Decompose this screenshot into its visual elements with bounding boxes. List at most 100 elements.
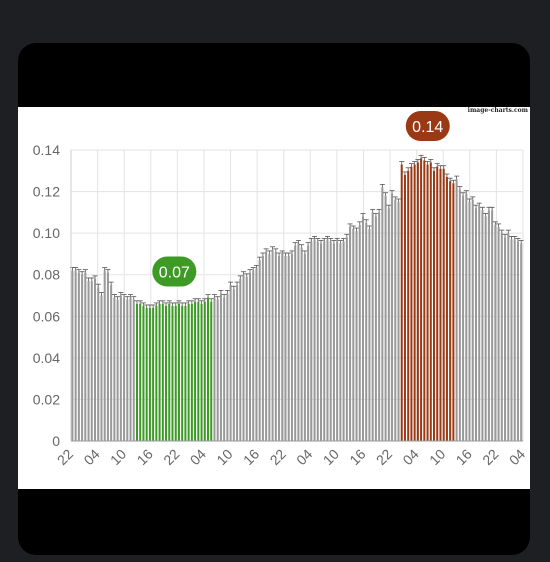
y-tick-label: 0.14 — [33, 142, 60, 158]
bar — [265, 251, 268, 441]
bar — [355, 231, 358, 441]
bar — [261, 256, 264, 441]
x-tick-label: 10 — [107, 446, 129, 468]
bar — [455, 179, 458, 441]
highlight-label-text: 0.14 — [412, 119, 443, 136]
bar — [487, 210, 490, 441]
bar — [123, 297, 126, 441]
bar — [400, 164, 403, 442]
bar — [200, 303, 203, 441]
bar — [281, 253, 284, 441]
bar — [194, 301, 197, 441]
bar — [110, 285, 113, 441]
bar — [216, 299, 219, 441]
x-tick-label: 16 — [240, 446, 262, 468]
bar — [478, 206, 481, 441]
x-tick-label: 16 — [134, 446, 156, 468]
bar — [290, 253, 293, 441]
x-tick-label: 16 — [453, 446, 475, 468]
bar — [239, 278, 242, 441]
bar — [97, 287, 100, 441]
bar — [139, 303, 142, 441]
bar — [316, 241, 319, 441]
bar — [184, 305, 187, 441]
y-tick-label: 0 — [52, 433, 60, 449]
bar — [423, 160, 426, 441]
bar — [323, 241, 326, 441]
bar — [381, 187, 384, 441]
bar — [255, 268, 258, 441]
bar — [297, 243, 300, 441]
bar — [271, 249, 274, 441]
bar — [403, 174, 406, 441]
bar — [242, 274, 245, 441]
bar — [278, 256, 281, 441]
bar — [177, 303, 180, 441]
bar — [197, 301, 200, 441]
y-tick-label: 0.02 — [33, 391, 60, 407]
bar — [378, 212, 381, 441]
x-tick-label: 10 — [213, 446, 235, 468]
bar — [245, 276, 248, 441]
bar — [307, 245, 310, 441]
bar — [481, 210, 484, 441]
x-tick-label: 04 — [399, 446, 421, 468]
bar — [442, 168, 445, 441]
bar — [336, 241, 339, 441]
bar — [387, 208, 390, 441]
bar — [429, 162, 432, 441]
bar — [391, 193, 394, 441]
bar — [223, 297, 226, 441]
x-tick-label: 22 — [160, 446, 182, 468]
bar — [484, 216, 487, 441]
bar — [171, 305, 174, 441]
bar — [494, 224, 497, 441]
bar — [232, 289, 235, 441]
bar — [520, 243, 523, 441]
bar — [326, 239, 329, 441]
highlight-label-badge — [405, 111, 450, 141]
bar — [181, 305, 184, 441]
bar — [410, 166, 413, 441]
bar — [132, 299, 135, 441]
y-tick-label: 0.06 — [33, 308, 60, 324]
bar — [384, 195, 387, 441]
highlight-label-badge — [152, 256, 197, 287]
bar — [491, 210, 494, 441]
bar — [303, 253, 306, 441]
bar — [349, 226, 352, 441]
bar — [445, 177, 448, 441]
bar — [352, 228, 355, 441]
bar — [294, 245, 297, 441]
bar — [229, 285, 232, 441]
bar — [161, 303, 164, 441]
bar — [507, 233, 510, 441]
bar — [313, 239, 316, 441]
bar — [135, 303, 138, 441]
bar — [284, 256, 287, 441]
bar — [87, 280, 90, 441]
bar — [268, 253, 271, 441]
bar — [474, 208, 477, 441]
bar — [203, 301, 206, 441]
bar — [397, 201, 400, 441]
bar — [413, 164, 416, 442]
bar — [329, 241, 332, 441]
bar — [426, 164, 429, 442]
chart-card: image-charts.com 0 0.02 0.04 0.06 0.08 0.10 0.… — [18, 43, 530, 555]
bar — [113, 297, 116, 441]
highlight-label-text: 0.07 — [159, 265, 190, 282]
bar — [320, 243, 323, 441]
bar — [452, 183, 455, 441]
bar — [207, 297, 210, 441]
x-tick-label: 04 — [293, 446, 315, 468]
x-tick-label: 04 — [80, 446, 102, 468]
bar — [394, 199, 397, 441]
bar — [90, 280, 93, 441]
bar — [497, 226, 500, 441]
chart-panel: image-charts.com 0 0.02 0.04 0.06 0.08 0.10 0.… — [18, 107, 530, 489]
x-tick-label: 22 — [479, 446, 501, 468]
x-tick-label: 16 — [346, 446, 368, 468]
bar — [371, 212, 374, 441]
